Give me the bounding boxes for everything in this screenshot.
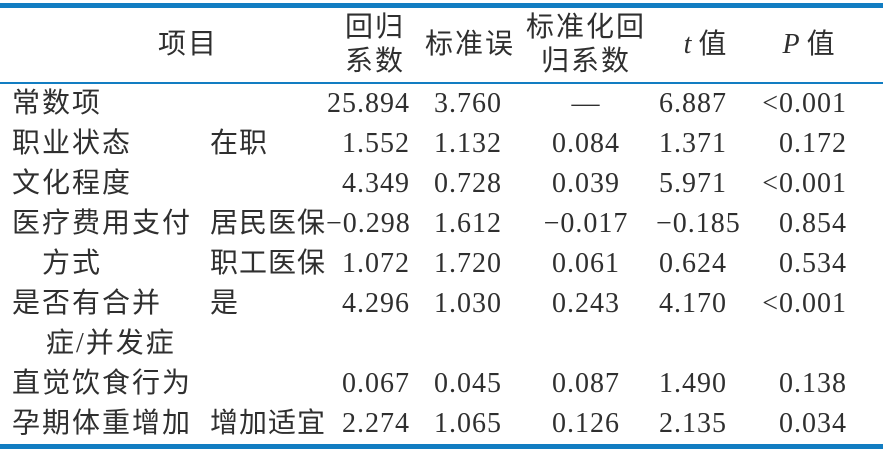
cell-coefficient: 4.296 [342,287,411,319]
cell-standardized-coefficient: — [571,87,601,119]
cell-p-value: 0.034 [779,407,848,439]
cell-coefficient: 1.072 [342,247,411,279]
header-beta-line1: 标准化回 [526,11,647,43]
cell-p-value: <0.001 [762,287,848,319]
cell-standardized-coefficient: 0.084 [552,127,621,159]
cell-item: 医疗费用支付 [12,207,193,239]
header-standardized-coefficient: 标准化回 归系数 [516,5,657,84]
cell-standard-error: 1.612 [434,207,503,239]
table-row: 是否有合并 症/并发症 是 4.296 1.030 0.243 4.170 <0… [0,284,883,364]
header-coef-line1: 回归 [345,11,406,43]
cell-standardized-coefficient: 0.243 [552,287,621,319]
table-row: 孕期体重增加 增加适宜 2.274 1.065 0.126 2.135 0.03… [0,404,883,447]
header-beta-line2: 归系数 [541,45,632,77]
cell-category: 居民医保 [210,207,327,239]
cell-category: 职工医保 [210,247,327,279]
table-row: 方式 职工医保 1.072 1.720 0.061 0.624 0.534 [0,244,883,284]
cell-p-value: 0.138 [779,367,848,399]
cell-coefficient: 4.349 [342,167,411,199]
cell-t-value: 2.135 [659,407,728,439]
cell-standardized-coefficient: −0.017 [543,207,629,239]
cell-item: 职业状态 [12,127,133,159]
table-row: 直觉饮食行为 0.067 0.045 0.087 1.490 0.138 [0,364,883,404]
table-body: 常数项 25.894 3.760 — 6.887 <0.001 职业状态 在职 … [0,83,883,447]
cell-coefficient: −0.298 [326,207,411,239]
cell-t-value: 5.971 [659,167,728,199]
cell-coefficient: 2.274 [342,407,411,439]
cell-item: 文化程度 [12,167,133,199]
cell-standard-error: 1.065 [434,407,503,439]
cell-t-value: −0.185 [656,207,741,239]
cell-coefficient: 0.067 [342,367,411,399]
header-standard-error: 标准误 [424,5,517,84]
cell-standard-error: 1.720 [434,247,503,279]
p-value-label: 值 [806,28,837,60]
cell-coefficient: 1.552 [342,127,411,159]
cell-standard-error: 1.030 [434,287,503,319]
cell-standardized-coefficient: 0.039 [552,167,621,199]
cell-category: 增加适宜 [210,407,327,439]
cell-p-value: 0.854 [779,207,848,239]
cell-item: 常数项 [12,87,103,119]
cell-category: 在职 [210,127,269,159]
cell-standard-error: 3.760 [434,87,503,119]
header-item: 项目 [0,5,327,84]
header-regression-coefficient: 回归 系数 [326,5,425,84]
cell-p-value: <0.001 [762,87,848,119]
cell-item: 孕期体重增加 [12,407,193,439]
cell-category [196,83,326,124]
table-row: 职业状态 在职 1.552 1.132 0.084 1.371 0.172 [0,124,883,164]
cell-t-value: 6.887 [659,87,728,119]
cell-t-value: 1.371 [659,127,728,159]
cell-coefficient: 25.894 [327,87,411,119]
cell-standard-error: 0.045 [434,367,503,399]
t-symbol: t [683,28,692,60]
table-row: 医疗费用支付 居民医保 −0.298 1.612 −0.017 −0.185 0… [0,204,883,244]
p-symbol: P [782,28,800,60]
cell-t-value: 1.490 [659,367,728,399]
cell-t-value: 4.170 [659,287,728,319]
cell-standard-error: 1.132 [434,127,503,159]
cell-p-value: 0.534 [779,247,848,279]
cell-category [196,364,326,404]
cell-standardized-coefficient: 0.126 [552,407,621,439]
cell-item: 方式 [42,247,103,279]
cell-p-value: <0.001 [762,167,848,199]
cell-item: 是否有合并 症/并发症 [0,284,196,364]
cell-standardized-coefficient: 0.061 [552,247,621,279]
cell-item-line2: 症/并发症 [46,327,176,359]
cell-item-line1: 是否有合并 [12,287,163,319]
table-row: 文化程度 4.349 0.728 0.039 5.971 <0.001 [0,164,883,204]
t-value-label: 值 [698,28,729,60]
cell-standardized-coefficient: 0.087 [552,367,621,399]
header-coef-line2: 系数 [345,45,406,77]
cell-standard-error: 0.728 [434,167,503,199]
table-row: 常数项 25.894 3.760 — 6.887 <0.001 [0,83,883,124]
cell-p-value: 0.172 [779,127,848,159]
cell-category [196,164,326,204]
cell-t-value: 0.624 [659,247,728,279]
cell-category: 是 [210,287,240,319]
cell-item: 直觉饮食行为 [12,367,193,399]
